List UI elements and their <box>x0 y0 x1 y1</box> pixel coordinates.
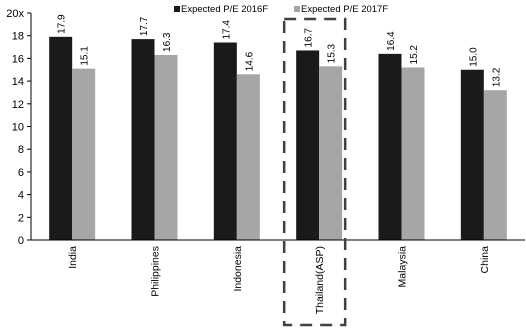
x-category-label: India <box>67 246 79 269</box>
bar-2016f-indonesia <box>214 43 237 240</box>
bar-2016f-philippines <box>132 39 155 240</box>
data-label: 17.4 <box>221 20 232 40</box>
y-axis: 0 2 4 6 8 10 12 14 16 18 20x <box>6 8 31 247</box>
data-label: 17.9 <box>57 14 68 34</box>
data-label: 15.2 <box>409 45 420 65</box>
bar-2016f-china <box>461 70 484 240</box>
legend-label: Expected P/E 2017F <box>301 4 388 15</box>
data-label: 15.3 <box>327 43 338 63</box>
legend-swatch <box>174 6 180 12</box>
y-tick-label: 12 <box>12 99 24 111</box>
bar-2016f-thailandasp <box>296 50 319 240</box>
x-category-label: Indonesia <box>232 246 244 292</box>
x-axis: India Philippines Indonesia Thailand(ASP) Ma… <box>31 240 525 314</box>
y-tick-label: 0 <box>18 235 24 247</box>
y-tick-label: 10 <box>12 122 24 134</box>
data-label: 16.4 <box>386 31 397 51</box>
data-label: 13.2 <box>491 67 502 87</box>
data-label: 17.7 <box>139 16 150 36</box>
y-tick-label: 6 <box>18 167 24 179</box>
bar-2016f-malaysia <box>379 54 402 240</box>
bar-2017f-china <box>484 90 507 240</box>
data-label: 15.0 <box>468 47 479 67</box>
bars-group <box>49 37 507 240</box>
data-label: 15.1 <box>80 46 91 66</box>
bar-2017f-malaysia <box>402 67 425 240</box>
bar-2017f-indonesia <box>237 74 260 240</box>
y-tick-label: 8 <box>18 144 24 156</box>
bar-2017f-india <box>72 69 95 240</box>
x-category-label: Thailand(ASP) <box>314 246 326 314</box>
y-tick-label: 2 <box>18 212 24 224</box>
y-tick-label: 20x <box>6 8 24 20</box>
x-category-label: China <box>479 246 491 274</box>
bar-2016f-india <box>49 37 72 240</box>
y-tick-label: 16 <box>12 53 24 65</box>
bar-2017f-thailandasp <box>319 66 342 240</box>
data-label: 16.3 <box>162 32 173 52</box>
y-tick-label: 4 <box>18 190 24 202</box>
legend-label: Expected P/E 2016F <box>181 4 268 15</box>
data-label: 16.7 <box>304 28 315 48</box>
x-category-label: Philippines <box>150 246 162 297</box>
y-tick-label: 14 <box>12 76 24 88</box>
data-label: 14.6 <box>244 51 255 71</box>
bar-2017f-philippines <box>155 55 178 240</box>
legend-swatch <box>294 6 300 12</box>
x-category-label: Malaysia <box>397 246 409 288</box>
data-labels-group: 17.9 15.1 17.7 16.3 17.4 14.6 16.7 15.3 16.4 15.2… <box>57 14 503 87</box>
y-tick-label: 18 <box>12 31 24 43</box>
chart-legend: Expected P/E 2016F Expected P/E 2017F <box>174 4 388 15</box>
